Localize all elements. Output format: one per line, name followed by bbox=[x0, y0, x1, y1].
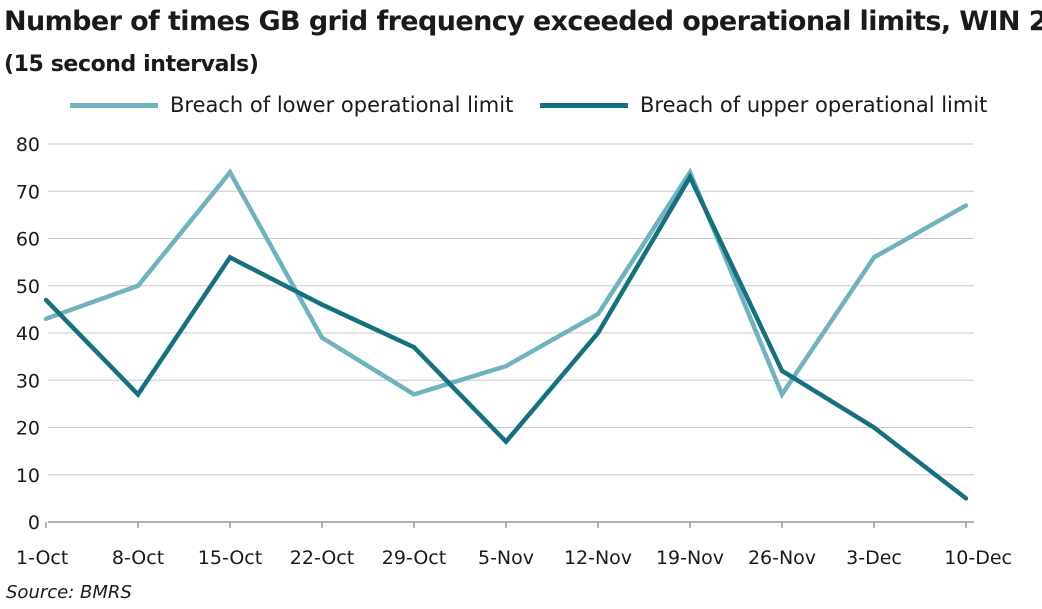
series-1-point-12-Nov bbox=[595, 330, 601, 336]
y-tick-label-80: 80 bbox=[16, 134, 40, 156]
y-tick-label-50: 50 bbox=[16, 276, 40, 298]
x-tick-label-22-Oct: 22-Oct bbox=[290, 547, 354, 569]
x-tick-label-10-Dec: 10-Dec bbox=[944, 547, 1012, 569]
series-1-point-10-Dec bbox=[963, 496, 969, 501]
legend-label-upper: Breach of upper operational limit bbox=[640, 93, 988, 117]
legend-swatch-lower bbox=[70, 102, 158, 108]
series-0-point-19-Nov bbox=[687, 170, 693, 175]
legend-label-lower: Breach of lower operational limit bbox=[170, 93, 514, 117]
y-tick-label-30: 30 bbox=[16, 370, 40, 392]
chart-legend: Breach of lower operational limit Breach… bbox=[0, 90, 1042, 120]
series-1-point-3-Dec bbox=[871, 425, 877, 430]
legend-swatch-upper bbox=[540, 102, 628, 108]
series-0-point-8-Oct bbox=[135, 283, 141, 288]
x-tick-label-29-Oct: 29-Oct bbox=[382, 547, 446, 569]
series-1-point-26-Nov bbox=[779, 368, 785, 373]
series-1-point-15-Oct bbox=[227, 255, 233, 260]
series-0-point-1-Oct bbox=[43, 316, 49, 322]
chart-subtitle: (15 second intervals) bbox=[4, 52, 259, 77]
x-tick-label-1-Oct: 1-Oct bbox=[16, 547, 68, 569]
series-0-point-5-Nov bbox=[503, 363, 509, 369]
y-tick-label-40: 40 bbox=[16, 323, 40, 345]
series-1-point-29-Oct bbox=[411, 344, 417, 350]
series-1-point-8-Oct bbox=[135, 392, 141, 397]
series-1-point-19-Nov bbox=[687, 174, 693, 180]
y-tick-label-60: 60 bbox=[16, 229, 40, 251]
series-1-point-1-Oct bbox=[43, 297, 49, 303]
x-tick-label-3-Dec: 3-Dec bbox=[846, 547, 902, 569]
series-line-0 bbox=[45, 167, 968, 400]
series-1-point-5-Nov bbox=[503, 439, 509, 444]
source-note: Source: BMRS bbox=[6, 582, 132, 603]
series-0-point-26-Nov bbox=[779, 392, 785, 397]
series-1-point-22-Oct bbox=[319, 302, 325, 307]
series-line-1 bbox=[44, 172, 968, 501]
series-0-point-29-Oct bbox=[411, 392, 417, 397]
x-tick-label-26-Nov: 26-Nov bbox=[748, 547, 816, 569]
x-tick-label-8-Oct: 8-Oct bbox=[112, 547, 164, 569]
series-0-point-15-Oct bbox=[227, 170, 233, 175]
y-tick-label-20: 20 bbox=[16, 418, 40, 440]
series-0-point-12-Nov bbox=[595, 311, 601, 317]
chart-title: Number of times GB grid frequency exceed… bbox=[4, 6, 1042, 37]
x-tick-label-5-Nov: 5-Nov bbox=[478, 547, 534, 569]
legend-item-lower: Breach of lower operational limit bbox=[70, 90, 513, 120]
series-0-point-22-Oct bbox=[319, 335, 325, 340]
x-tick-label-12-Nov: 12-Nov bbox=[564, 547, 632, 569]
y-tick-label-70: 70 bbox=[16, 181, 40, 203]
y-tick-label-10: 10 bbox=[16, 465, 40, 487]
series-0-point-10-Dec bbox=[963, 203, 969, 208]
x-tick-label-15-Oct: 15-Oct bbox=[198, 547, 262, 569]
y-tick-label-0: 0 bbox=[28, 512, 40, 534]
legend-item-upper: Breach of upper operational limit bbox=[540, 90, 987, 120]
series-0-point-3-Dec bbox=[871, 255, 877, 260]
x-tick-label-19-Nov: 19-Nov bbox=[656, 547, 724, 569]
